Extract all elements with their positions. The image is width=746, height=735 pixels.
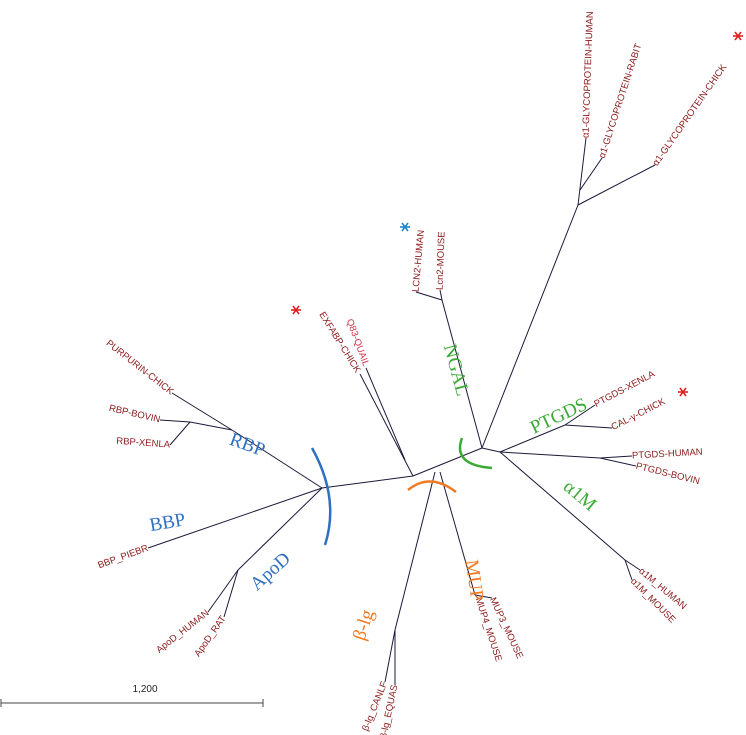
branches bbox=[147, 137, 656, 685]
leaf-label: α1-GLYCOPROTEIN-HUMAN bbox=[581, 11, 596, 138]
scale-bar: 1,200 bbox=[0, 684, 264, 707]
group-label: PTGDS bbox=[527, 394, 590, 438]
mup-arc bbox=[407, 480, 457, 493]
rbp-arc bbox=[310, 447, 332, 546]
group-label: MUP bbox=[461, 558, 488, 602]
ngal-arc bbox=[458, 437, 493, 470]
leaf-label: α1-GLYCOPROTEIN-CHICK bbox=[651, 62, 730, 168]
leaf-label: PTGDS-HUMAN bbox=[632, 447, 703, 462]
leaf-label: LCN2-HUMAN bbox=[411, 229, 427, 292]
leaf-label: RBP-XENLA bbox=[116, 436, 171, 451]
group-label: NGAL bbox=[439, 342, 473, 398]
leaf-label: PTGDS-BOVIN bbox=[635, 461, 701, 488]
group-label: RBP bbox=[227, 429, 268, 461]
group-label: β-lg bbox=[349, 607, 379, 643]
scale-label: 1,200 bbox=[132, 684, 157, 695]
leaf-labels: α1-GLYCOPROTEIN-HUMAN α1-GLYCOPROTEIN-RA… bbox=[96, 11, 729, 735]
leaf-label: PURPURIN-CHICK bbox=[104, 338, 176, 398]
group-label: α1M bbox=[559, 476, 600, 516]
leaf-label: BBP_PIEBR bbox=[96, 543, 150, 571]
leaf-label: α1-GLYCOPROTEIN-RABIT bbox=[597, 42, 645, 160]
leaf-label: RBP-BOVIN bbox=[108, 403, 162, 426]
leaf-label: CAL-γ-CHICK bbox=[610, 396, 668, 433]
markers bbox=[291, 31, 743, 397]
group-label: BBP bbox=[148, 509, 187, 536]
leaf-label: Lcn2-MOUSE bbox=[435, 231, 448, 290]
